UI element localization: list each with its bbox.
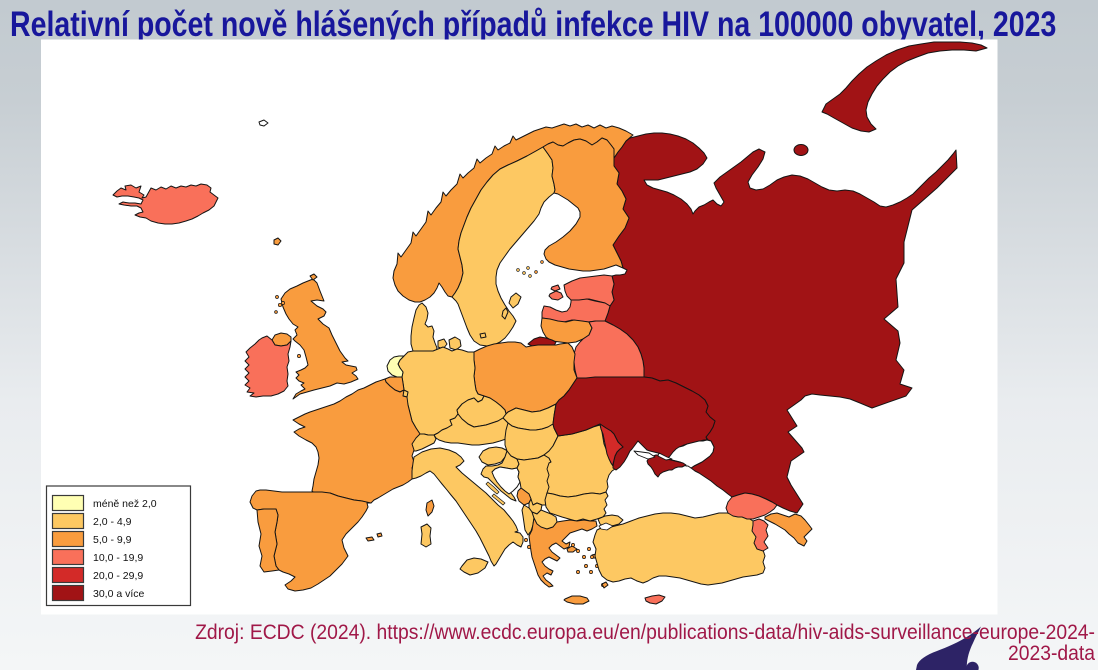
svg-text:20,0 - 29,9: 20,0 - 29,9 [93,570,143,582]
svg-text:10,0 - 19,9: 10,0 - 19,9 [93,552,143,564]
svg-text:méně než 2,0: méně než 2,0 [93,498,157,510]
svg-text:30,0 a více: 30,0 a více [93,588,145,600]
svg-text:2,0 - 4,9: 2,0 - 4,9 [93,516,132,528]
svg-text:5,0 - 9,9: 5,0 - 9,9 [93,534,132,546]
